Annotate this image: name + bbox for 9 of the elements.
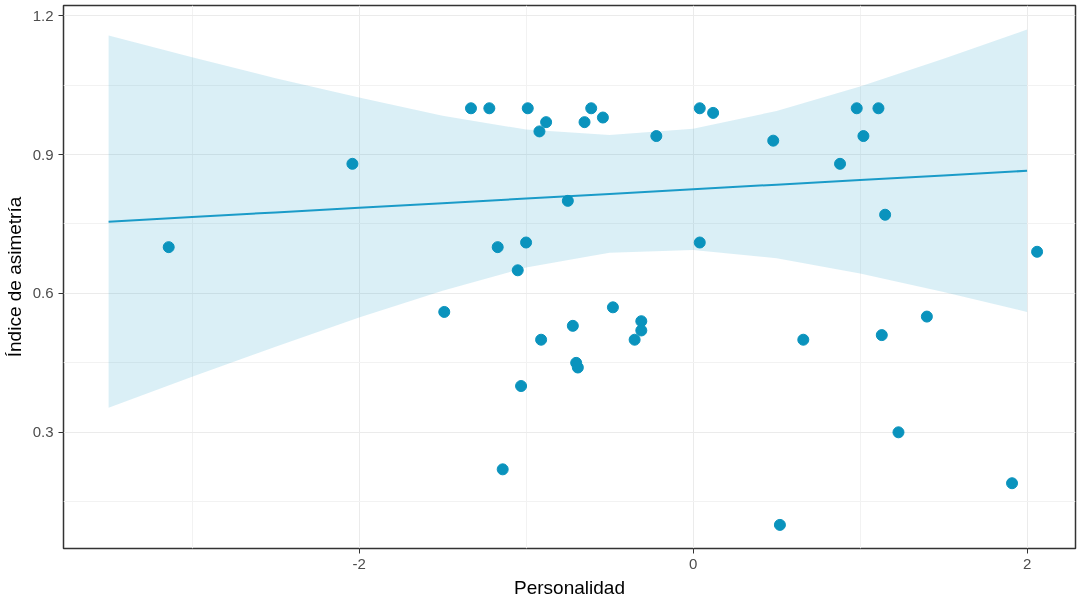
x-tick-label: 0 <box>688 554 698 572</box>
x-tick-label: 2 <box>1022 554 1032 572</box>
x-tick-label: -2 <box>352 554 366 572</box>
y-tick-label: 1.2 <box>32 6 54 24</box>
y-axis-title: Índice de asimetría <box>3 196 25 358</box>
y-tick-label: 0.3 <box>32 423 54 441</box>
x-axis-title: Personalidad <box>514 576 625 598</box>
y-tick-label: 0.6 <box>32 284 54 302</box>
y-tick-label: 0.9 <box>32 145 54 163</box>
